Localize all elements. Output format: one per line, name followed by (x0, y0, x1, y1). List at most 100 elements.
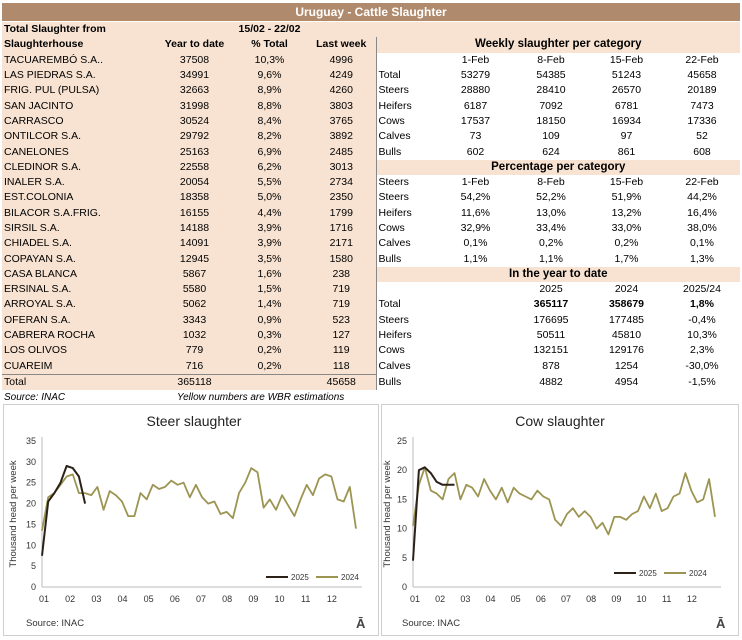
last-week-value: 238 (307, 266, 376, 283)
ytd-value: 365117 (513, 297, 589, 313)
y-tick-label: 0 (402, 582, 407, 592)
last-week-value: 118 (307, 358, 376, 375)
percentage-value: 1,1% (438, 251, 513, 267)
weekly-value: 6187 (438, 98, 513, 114)
slaughterhouse-name: FRIG. PUL (PULSA) (2, 83, 157, 99)
spacer (438, 327, 513, 344)
ytd-value: 1254 (589, 358, 664, 375)
weekly-value: 73 (438, 129, 513, 145)
percent-total-value: 0,3% (232, 327, 307, 344)
percentage-date-header: 22-Feb (664, 174, 741, 191)
slaughterhouse-name: CUAREIM (2, 358, 157, 375)
ytd-value: 2,3% (664, 343, 741, 359)
weekly-value: 20189 (664, 83, 741, 99)
weekly-value: 7473 (664, 98, 741, 114)
category-label: Calves (375, 236, 438, 252)
last-week-value: 3765 (307, 113, 376, 130)
x-tick-label: 01 (39, 594, 49, 604)
year-to-date-value: 14188 (157, 220, 232, 237)
total-year-to-date: 365118 (157, 373, 232, 391)
last-week-value: 2350 (307, 190, 376, 206)
percentage-value: 1,3% (664, 251, 741, 267)
table-row: FRIG. PUL (PULSA) 32663 8,9% 4260 Steers 2888… (2, 83, 741, 99)
column-header: Year to date (157, 37, 232, 53)
category-label: Heifers (375, 205, 438, 221)
percent-total-value: 1,6% (232, 266, 307, 283)
year-to-date-value: 12945 (157, 251, 232, 267)
slaughterhouse-name: CABRERA ROCHA (2, 327, 157, 344)
slaughterhouse-name: LAS PIEDRAS S.A. (2, 67, 157, 84)
percentage-value: 13,2% (589, 205, 664, 221)
ytd-value: 4882 (513, 374, 589, 391)
ytd-value: 177485 (589, 312, 664, 328)
spacer (375, 52, 438, 68)
year-to-date-value: 16155 (157, 205, 232, 221)
total-label: Total (2, 373, 157, 391)
weekly-date-header: 15-Feb (589, 52, 664, 68)
ytd-value: 176695 (513, 312, 589, 328)
weekly-value: 602 (438, 144, 513, 160)
percent-total-value: 8,4% (232, 113, 307, 130)
x-tick-label: 03 (91, 594, 101, 604)
percentage-value: 32,9% (438, 220, 513, 237)
weekly-date-header: 1-Feb (438, 52, 513, 68)
percentage-value: 0,1% (438, 236, 513, 252)
table-row: TACUAREMBÓ S.A.. 37508 10,3% 4996 1-Feb 8-Feb… (2, 52, 741, 68)
spacer (376, 22, 741, 38)
x-tick-label: 07 (561, 594, 571, 604)
last-week-value: 719 (307, 297, 376, 313)
last-week-value: 719 (307, 282, 376, 298)
year-to-date-value: 29792 (157, 129, 232, 145)
weekly-value: 109 (513, 129, 589, 145)
ytd-value: 10,3% (664, 327, 741, 344)
category-label: Steers (375, 83, 438, 99)
year-to-date-value: 5062 (157, 297, 232, 313)
weekly-value: 54385 (513, 67, 589, 84)
last-week-value: 3892 (307, 129, 376, 145)
table-row: ARROYAL S.A. 5062 1,4% 719 Total 365117 358679… (2, 297, 741, 313)
percentage-value: 1,7% (589, 251, 664, 267)
x-tick-label: 10 (274, 594, 284, 604)
table-row: ONTILCOR S.A. 29792 8,2% 3892 Calves 73 109 97 5… (2, 129, 741, 145)
legend-label-2024: 2024 (689, 569, 707, 578)
ytd-title: In the year to date (375, 266, 741, 283)
percentage-value: 51,9% (589, 190, 664, 206)
y-tick-label: 0 (31, 582, 36, 592)
total-last-week: 45658 (307, 373, 376, 391)
x-tick-label: 04 (117, 594, 127, 604)
percent-total-value: 1,4% (232, 297, 307, 313)
percentage-value: 33,4% (513, 220, 589, 237)
period-range: 15/02 - 22/02 (232, 22, 307, 38)
logo-icon: Ā (356, 616, 366, 631)
ytd-value: -0,4% (664, 312, 741, 328)
x-tick-label: 04 (485, 594, 495, 604)
year-to-date-value: 716 (157, 358, 232, 375)
last-week-value: 2734 (307, 174, 376, 191)
weekly-value: 52 (664, 129, 741, 145)
legend-label-2024: 2024 (341, 573, 359, 582)
weekly-value: 53279 (438, 67, 513, 84)
percent-total-value: 1,5% (232, 282, 307, 298)
x-tick-label: 10 (636, 594, 646, 604)
ytd-value: 45810 (589, 327, 664, 344)
year-to-date-value: 3343 (157, 312, 232, 328)
percent-total-value: 0,9% (232, 312, 307, 328)
weekly-title: Weekly slaughter per category (375, 37, 741, 53)
last-week-value: 2485 (307, 144, 376, 160)
chart-source: Source: INAC (402, 618, 460, 629)
spacer (438, 297, 513, 313)
y-tick-label: 25 (397, 436, 407, 446)
y-tick-label: 15 (26, 519, 36, 529)
source-row: Source: INAC Yellow numbers are WBR estim… (2, 390, 740, 405)
weekly-date-header: 8-Feb (513, 52, 589, 68)
percent-total-value: 4,4% (232, 205, 307, 221)
spacer (157, 22, 232, 38)
ytd-value: 1,8% (664, 297, 741, 313)
weekly-value: 17537 (438, 113, 513, 130)
weekly-value: 26570 (589, 83, 664, 99)
percentage-date-header: 15-Feb (589, 174, 664, 191)
percentage-value: 11,6% (438, 205, 513, 221)
last-week-value: 3803 (307, 98, 376, 114)
last-week-value: 3013 (307, 159, 376, 175)
